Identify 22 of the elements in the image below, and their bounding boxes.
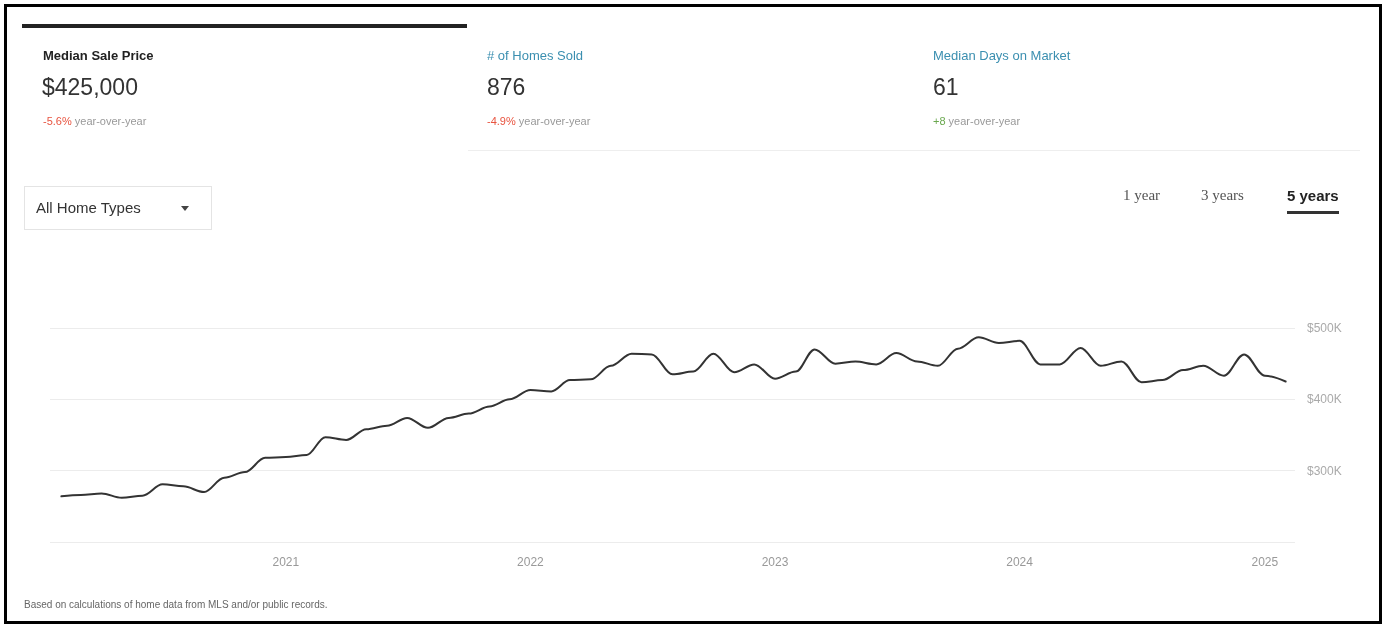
x-tick-label: 2025 (1251, 555, 1279, 569)
text: 5 years (1287, 187, 1339, 214)
y-tick-label: $300K (1307, 463, 1342, 478)
text: 1 year (1123, 187, 1161, 204)
x-tick-label: 2022 (517, 555, 545, 569)
x-tick-label: 2024 (1006, 555, 1034, 569)
text: +8 year-over-year (933, 115, 1021, 127)
x-tick-label: 2023 (761, 555, 789, 569)
text: # of Homes Sold (487, 48, 584, 63)
text: Median Days on Market (933, 48, 1071, 63)
text: Based on calculations of home data from MLS and/or public records. (24, 599, 328, 610)
y-tick-label: $500K (1307, 321, 1342, 335)
text: All Home Types (36, 199, 141, 216)
x-tick-label: 2021 (272, 555, 300, 569)
text: -4.9% year-over-year (487, 115, 591, 127)
text: 3 years (1201, 187, 1244, 204)
chart-title: Median Sale Price (43, 48, 154, 63)
chart-subtitle: $425,000 (42, 74, 138, 101)
text: 61 (933, 74, 959, 101)
y-tick-label: $400K (1307, 392, 1342, 407)
text: -5.6% year-over-year (43, 115, 147, 127)
text: 876 (487, 74, 526, 101)
